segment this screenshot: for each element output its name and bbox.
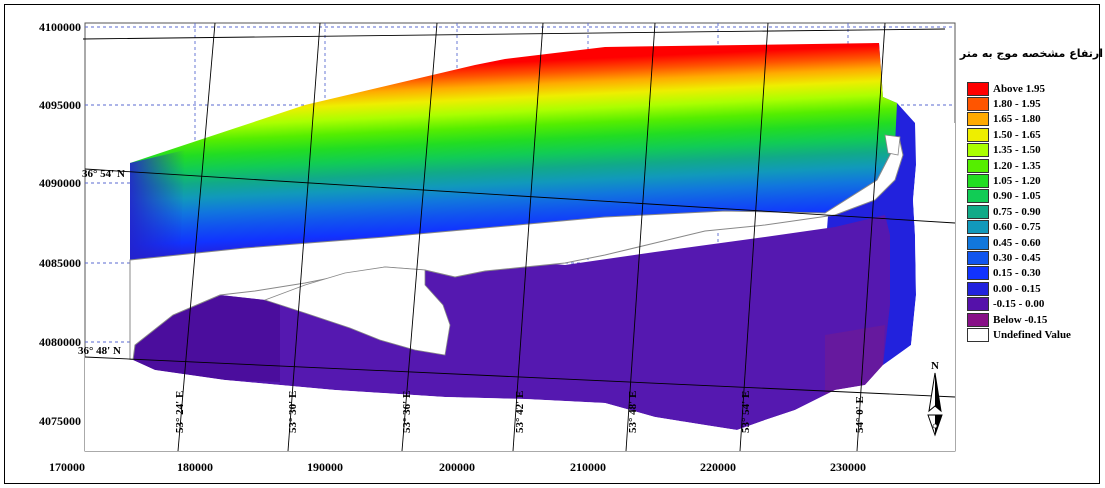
lon-label: 53° 36' E: [401, 391, 413, 433]
lon-label: 54° 0' E: [854, 396, 866, 433]
legend-swatch: [967, 281, 989, 296]
legend-label: 0.75 - 0.90: [993, 205, 1041, 218]
lat-label-south: 36° 48' N: [78, 345, 121, 357]
x-tick-label: 220000: [700, 460, 736, 474]
longitude-labels: 53° 24' E 53° 30' E 53° 36' E 53° 42' E 53° …: [174, 391, 866, 433]
legend-label: 1.50 - 1.65: [993, 128, 1041, 141]
y-tick-label: 4100000: [39, 20, 81, 34]
legend-item: 1.05 - 1.20: [967, 173, 1071, 189]
legend-swatch: [967, 297, 989, 312]
x-tick-label: 210000: [570, 460, 606, 474]
north-wave-region: [130, 43, 897, 260]
lon-label: 53° 54' E: [740, 391, 752, 433]
legend-label: Above 1.95: [993, 82, 1045, 95]
x-tick-label: 200000: [439, 460, 475, 474]
legend-item: Above 1.95: [967, 81, 1071, 96]
legend-label: 0.15 - 0.30: [993, 267, 1041, 280]
legend-item: 1.50 - 1.65: [967, 127, 1071, 142]
legend-label: 1.20 - 1.35: [993, 159, 1041, 172]
legend-swatch: [967, 250, 989, 265]
legend-label: Undefined Value: [993, 328, 1071, 341]
legend-label: 0.30 - 0.45: [993, 251, 1041, 264]
legend-swatch: [967, 81, 989, 96]
legend-swatch: [967, 327, 989, 342]
legend-item: 0.00 - 0.15: [967, 281, 1071, 296]
x-tick-label: 180000: [177, 460, 213, 474]
legend-label: 0.60 - 0.75: [993, 221, 1041, 234]
lon-label: 53° 42' E: [514, 391, 526, 433]
legend-items: Above 1.95 1.80 - 1.95 1.65 - 1.80 1.50 - 1…: [967, 81, 1071, 343]
legend-item: 0.45 - 0.60: [967, 235, 1071, 250]
x-tick-label: 190000: [307, 460, 343, 474]
legend-label: 0.00 - 0.15: [993, 282, 1041, 295]
legend-item: 0.60 - 0.75: [967, 220, 1071, 235]
legend-item: 1.20 - 1.35: [967, 158, 1071, 173]
lon-label: 53° 24' E: [174, 391, 186, 433]
lagoon-region: [133, 215, 890, 430]
legend-title: ارتفاع مشخصه موج به متر: [959, 47, 1103, 60]
miankaleh-spit: [263, 266, 451, 356]
lon-label: 53° 48' E: [627, 391, 639, 433]
southern-coast-fill: [85, 345, 911, 451]
north-label: N: [931, 360, 939, 372]
west-blue-shading: [130, 150, 185, 260]
legend-swatch: [967, 127, 989, 142]
legend-swatch: [967, 312, 989, 327]
lat-label-north: 36° 54' N: [82, 168, 125, 180]
legend-item: -0.15 - 0.00: [967, 296, 1071, 312]
y-tick-label: 4075000: [39, 414, 81, 428]
legend-swatch: [967, 189, 989, 204]
y-tick-label: 4085000: [39, 256, 81, 270]
legend-item: 0.90 - 1.05: [967, 189, 1071, 204]
legend-item: 0.15 - 0.30: [967, 266, 1071, 281]
legend-label: 1.80 - 1.95: [993, 98, 1041, 111]
x-axis-ticks: 170000 180000 190000 200000 210000 220000 2300…: [49, 460, 866, 474]
legend-item: 0.75 - 0.90: [967, 204, 1071, 219]
map-canvas: 170000 180000 190000 200000 210000 220000 2300…: [39, 20, 956, 474]
legend-item: 0.30 - 0.45: [967, 250, 1071, 265]
gorgan-peninsula: [129, 135, 904, 361]
legend-item: 1.80 - 1.95: [967, 96, 1071, 112]
lagoon-dark-shading: [133, 295, 280, 382]
legend-label: -0.15 - 0.00: [993, 298, 1045, 311]
legend-swatch: [967, 158, 989, 173]
y-tick-label: 4095000: [39, 98, 81, 112]
legend-item: Undefined Value: [967, 327, 1071, 342]
legend-swatch: [967, 204, 989, 219]
map-frame: 170000 180000 190000 200000 210000 220000 2300…: [4, 4, 1103, 484]
legend-swatch: [967, 143, 989, 158]
y-tick-label: 4090000: [39, 176, 81, 190]
graticule: [82, 22, 956, 452]
legend-swatch: [967, 266, 989, 281]
x-tick-label: 170000: [49, 460, 85, 474]
lon-label: 53° 30' E: [287, 391, 299, 433]
legend-swatch: [967, 174, 989, 189]
x-tick-label: 230000: [830, 460, 866, 474]
legend-label: 0.90 - 1.05: [993, 190, 1041, 203]
y-tick-label: 4080000: [39, 335, 81, 349]
legend-swatch: [967, 97, 989, 112]
small-island: [884, 134, 901, 156]
legend-label: 1.05 - 1.20: [993, 175, 1041, 188]
legend-label: 1.65 - 1.80: [993, 113, 1041, 126]
y-axis-ticks: 4100000 4095000 4090000 4085000 4080000 40750…: [39, 20, 81, 428]
legend-label: 1.35 - 1.50: [993, 144, 1041, 157]
legend-item: Below -0.15: [967, 312, 1071, 327]
legend-label: Below -0.15: [993, 313, 1048, 326]
lagoon-southeast-shading: [825, 325, 885, 395]
north-arrow-icon: N: [927, 360, 943, 437]
eastern-land-fill: [911, 123, 955, 451]
legend-item: 1.35 - 1.50: [967, 143, 1071, 158]
legend-swatch: [967, 112, 989, 127]
legend-swatch: [967, 235, 989, 250]
legend-item: 1.65 - 1.80: [967, 112, 1071, 127]
legend-swatch: [967, 220, 989, 235]
legend-label: 0.45 - 0.60: [993, 236, 1041, 249]
